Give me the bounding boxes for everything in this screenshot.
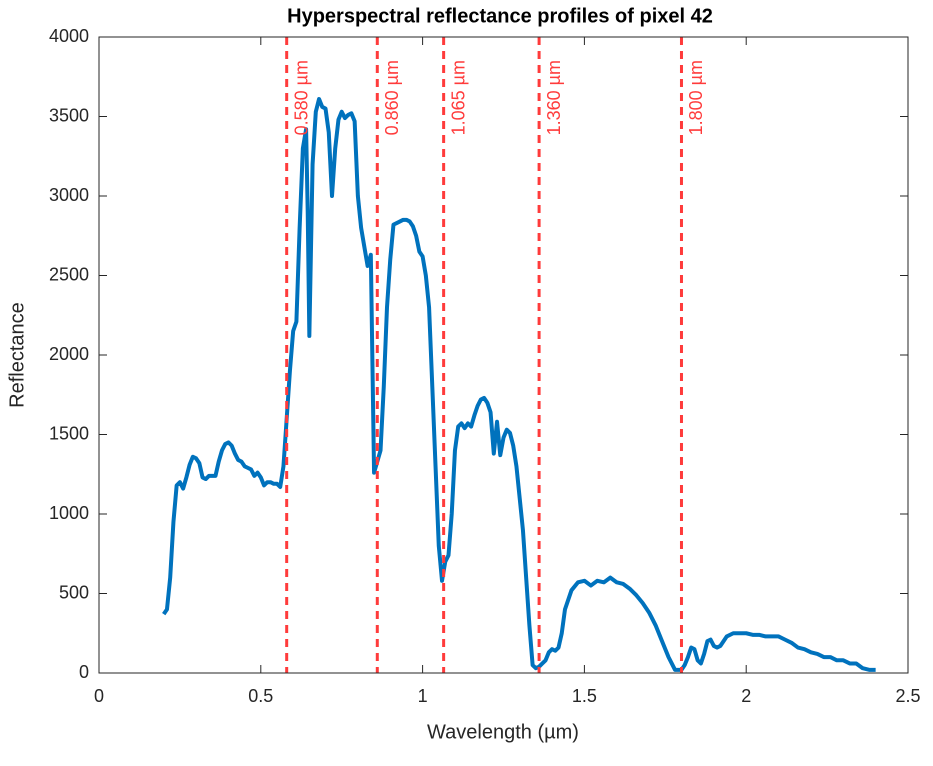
x-tick-label: 1 <box>418 686 428 706</box>
data-line <box>162 97 876 672</box>
y-tick-label: 0 <box>79 662 89 682</box>
y-tick-label: 4000 <box>49 26 89 46</box>
reference-label: 0.580 µm <box>291 60 311 135</box>
y-tick-label: 3000 <box>49 185 89 205</box>
x-tick-label: 0 <box>94 686 104 706</box>
x-tick-label: 2 <box>741 686 751 706</box>
y-tick-label: 3500 <box>49 105 89 125</box>
x-tick-label: 2.5 <box>895 686 920 706</box>
reference-label: 1.800 µm <box>686 60 706 135</box>
x-tick-label: 0.5 <box>248 686 273 706</box>
y-tick-label: 1500 <box>49 423 89 443</box>
chart-title: Hyperspectral reflectance profiles of pi… <box>287 5 713 27</box>
x-tick-label: 1.5 <box>572 686 597 706</box>
y-tick-label: 1000 <box>49 503 89 523</box>
reference-label: 1.360 µm <box>544 60 564 135</box>
y-tick-label: 2000 <box>49 344 89 364</box>
y-axis-label: Reflectance <box>6 302 28 408</box>
y-tick-label: 2500 <box>49 264 89 284</box>
y-tick-label: 500 <box>59 582 89 602</box>
reference-label: 1.065 µm <box>448 60 468 135</box>
x-axis-label: Wavelength (µm) <box>427 721 579 743</box>
plot-frame <box>98 36 909 674</box>
reference-label: 0.860 µm <box>382 60 402 135</box>
